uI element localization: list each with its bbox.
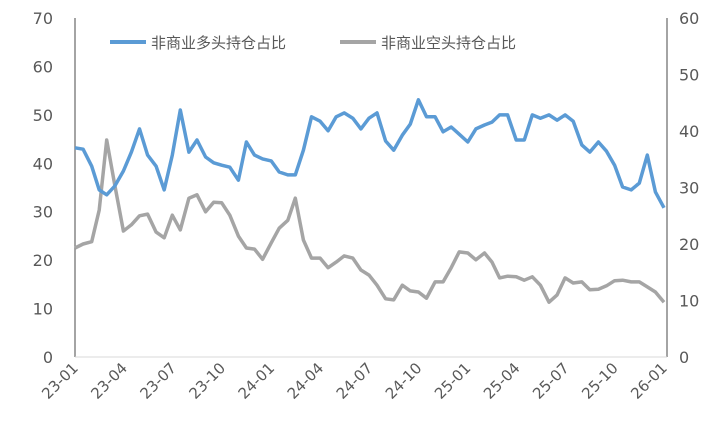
x-tick-label: 25-10 (578, 359, 622, 403)
y-right-tick-label: 0 (679, 348, 689, 367)
y-left-tick-label: 0 (43, 348, 53, 367)
x-tick-label: 24-07 (333, 359, 377, 403)
x-tick-label: 25-04 (480, 359, 524, 403)
x-tick-label: 25-07 (529, 359, 573, 403)
x-tick-label: 26-01 (627, 359, 671, 403)
y-right-tick-label: 60 (679, 9, 699, 28)
legend: 非商业多头持仓占比 非商业空头持仓占比 (110, 34, 516, 52)
legend-label-long: 非商业多头持仓占比 (151, 34, 286, 52)
x-tick-label: 24-10 (382, 359, 426, 403)
x-tick-label: 23-07 (136, 359, 180, 403)
y-left-tick-label: 70 (33, 9, 53, 28)
x-tick-label: 24-04 (284, 359, 328, 403)
x-tick-label: 23-04 (87, 359, 131, 403)
y-left-tick-label: 10 (33, 300, 53, 319)
y-left-tick-label: 50 (33, 106, 53, 125)
y-left-tick-label: 60 (33, 57, 53, 76)
x-tick-label: 24-01 (235, 359, 279, 403)
series-line-1 (75, 140, 664, 302)
y-right-tick-label: 30 (679, 179, 699, 198)
y-right-tick-label: 10 (679, 292, 699, 311)
y-left-tick-label: 20 (33, 251, 53, 270)
x-tick-label: 25-01 (431, 359, 475, 403)
y-right-tick-label: 40 (679, 122, 699, 141)
legend-label-short: 非商业空头持仓占比 (381, 34, 516, 52)
y-right-tick-label: 20 (679, 235, 699, 254)
y-left-tick-label: 40 (33, 154, 53, 173)
y-right-tick-label: 50 (679, 66, 699, 85)
x-tick-label: 23-10 (186, 359, 230, 403)
series-line-0 (75, 100, 664, 208)
y-left-tick-label: 30 (33, 203, 53, 222)
